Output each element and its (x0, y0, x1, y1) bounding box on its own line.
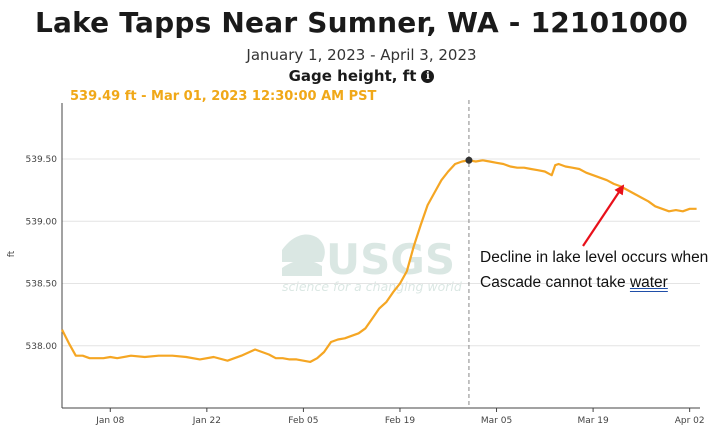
y-tick-label: 538.50 (26, 280, 58, 290)
annotation-line-2-prefix: Cascade cannot take (480, 274, 630, 291)
annotation-arrow (582, 184, 625, 247)
highlight-point[interactable] (465, 156, 473, 164)
annotation-line-1: Decline in lake level occurs when (480, 249, 709, 266)
info-icon[interactable]: i (421, 70, 435, 83)
x-tick-label: Feb 19 (385, 416, 416, 426)
y-tick-label: 538.00 (26, 342, 58, 352)
annotation-text: Decline in lake level occurs when Cascad… (480, 245, 720, 295)
x-tick-labels: Jan 08 Jan 22 Feb 05 Feb 19 Mar 05 Mar 19 Apr … (95, 416, 704, 426)
y-tick-label: 539.50 (26, 155, 58, 165)
axes (61, 103, 700, 412)
chart-title: Lake Tapps Near Sumner, WA - 12101000 (34, 6, 689, 39)
usgs-watermark: USGS science for a changing world (282, 234, 462, 294)
series-line (61, 159, 697, 363)
x-tick-label: Mar 05 (481, 416, 512, 426)
parameter-label: Gage height, ft (288, 67, 417, 85)
hover-tooltip-text: 539.49 ft - Mar 01, 2023 12:30:00 AM PST (70, 89, 377, 104)
x-tick-label: Jan 08 (95, 416, 124, 426)
x-tick-label: Feb 05 (288, 416, 318, 426)
y-tick-labels: 538.00 538.50 539.00 539.50 (26, 155, 58, 352)
chart-subtitle: January 1, 2023 - April 3, 2023 (246, 46, 477, 64)
x-tick-label: Mar 19 (577, 416, 609, 426)
y-axis-label: ft (7, 250, 17, 257)
usgs-watermark-logo: USGS (326, 235, 455, 284)
y-tick-label: 539.00 (26, 217, 58, 227)
parameter-label-row: Gage height, ft i (0, 67, 723, 85)
x-tick-label: Apr 02 (675, 416, 705, 426)
x-tick-label: Jan 22 (192, 416, 221, 426)
usgs-wave-logo (282, 234, 325, 276)
annotation-line-2: Cascade cannot take water (480, 270, 720, 295)
annotation-underlined-word: water (629, 274, 668, 291)
gridlines (62, 158, 700, 347)
usgs-watermark-tagline: science for a changing world (282, 279, 462, 294)
